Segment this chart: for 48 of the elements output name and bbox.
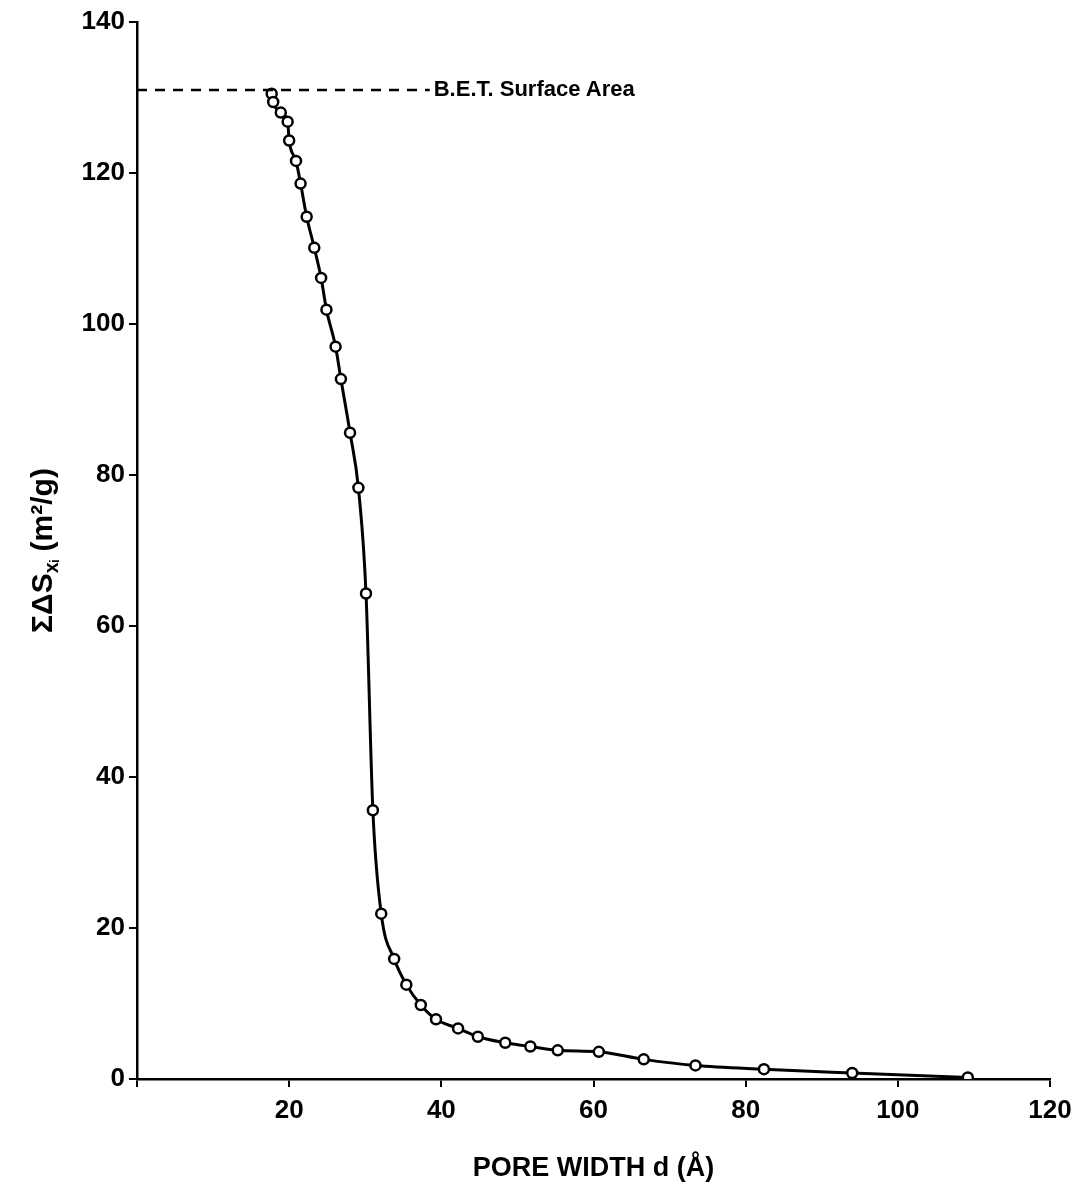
point (281, 115, 294, 128)
point (429, 1013, 443, 1026)
point (757, 1062, 771, 1076)
y-tick-label: 0 (110, 1062, 125, 1093)
point (845, 1066, 859, 1079)
x-tick-label: 80 (731, 1093, 761, 1124)
point (524, 1040, 537, 1053)
y-tick-label: 20 (96, 911, 125, 942)
x-tick-label: 60 (579, 1093, 608, 1124)
point (689, 1059, 702, 1072)
point (308, 241, 321, 254)
point (329, 340, 342, 353)
point (374, 907, 388, 920)
point (451, 1022, 465, 1035)
point (414, 998, 428, 1012)
point (266, 95, 280, 109)
point (294, 177, 307, 190)
point (289, 154, 303, 168)
y-tick-label: 100 (81, 307, 125, 338)
y-tick-label: 60 (96, 609, 125, 640)
point (314, 271, 328, 285)
point (282, 134, 296, 147)
y-tick-label: 80 (96, 458, 125, 489)
point (359, 587, 373, 600)
y-axis-title: ΣΔSxᵢ (m²/g) (25, 468, 63, 633)
point (400, 978, 413, 991)
x-tick-label: 100 (876, 1093, 920, 1124)
point (334, 372, 348, 386)
x-tick-label: 40 (426, 1093, 456, 1124)
point (498, 1036, 512, 1050)
ref-line-label: B.E.T. Surface Area (433, 76, 636, 102)
x-tick-label: 20 (274, 1093, 304, 1124)
point (592, 1045, 606, 1059)
point (471, 1030, 485, 1043)
point (387, 952, 401, 966)
y-tick-label: 120 (81, 156, 125, 187)
point (300, 210, 313, 224)
x-axis-title: PORE WIDTH d (Å) (472, 1151, 715, 1183)
point (551, 1044, 564, 1057)
x-tick-label: 120 (1028, 1093, 1072, 1124)
y-tick-label: 140 (81, 5, 125, 36)
point (352, 481, 365, 495)
y-tick-label: 40 (96, 760, 125, 791)
point (637, 1053, 650, 1066)
point (274, 106, 288, 119)
point (343, 426, 357, 439)
point (366, 803, 380, 817)
point (320, 303, 333, 316)
